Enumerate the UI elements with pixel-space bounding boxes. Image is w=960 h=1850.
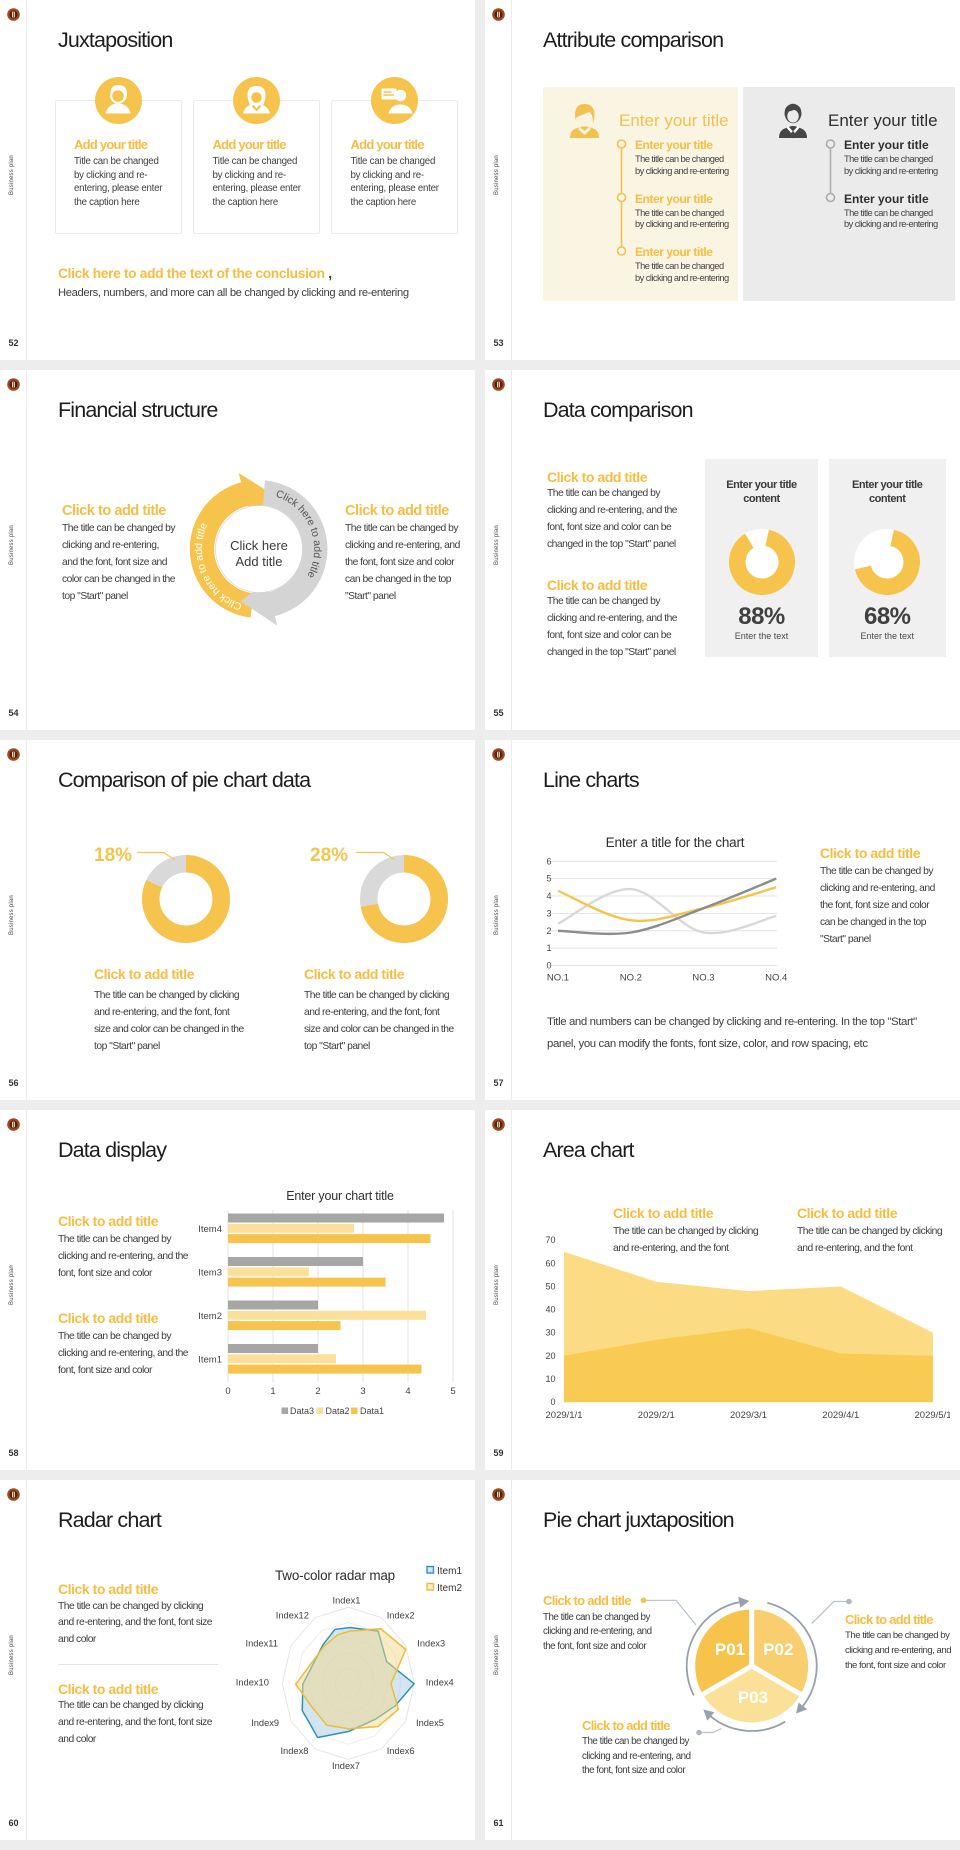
svg-text:P02: P02: [763, 1640, 793, 1659]
svg-text:Item4: Item4: [198, 1224, 222, 1235]
svg-text:Add title: Add title: [235, 554, 282, 569]
svg-text:5: 5: [546, 874, 551, 884]
svg-text:Index8: Index8: [280, 1746, 308, 1756]
svg-text:1: 1: [546, 943, 551, 953]
svg-text:Index12: Index12: [276, 1611, 309, 1621]
svg-text:4: 4: [546, 891, 551, 901]
svg-text:Index4: Index4: [426, 1678, 454, 1688]
svg-text:2: 2: [546, 926, 551, 936]
svg-text:20: 20: [545, 1351, 555, 1361]
svg-text:3: 3: [360, 1386, 365, 1397]
svg-text:2029/5/1: 2029/5/1: [915, 1410, 950, 1421]
svg-text:Index9: Index9: [251, 1718, 279, 1728]
svg-text:2: 2: [315, 1386, 320, 1397]
svg-text:NO.4: NO.4: [765, 973, 787, 984]
svg-text:Click here: Click here: [230, 538, 288, 553]
svg-text:Index10: Index10: [236, 1678, 269, 1688]
svg-text:2029/3/1: 2029/3/1: [730, 1410, 767, 1421]
svg-text:4: 4: [405, 1386, 410, 1397]
svg-text:Item2: Item2: [437, 1583, 462, 1594]
svg-text:6: 6: [546, 856, 551, 866]
svg-text:Item1: Item1: [437, 1566, 462, 1577]
svg-text:2029/4/1: 2029/4/1: [822, 1410, 859, 1421]
svg-text:10: 10: [545, 1374, 555, 1384]
svg-text:Index11: Index11: [245, 1639, 277, 1649]
svg-text:Index6: Index6: [387, 1746, 415, 1756]
svg-text:Index5: Index5: [416, 1718, 444, 1728]
svg-text:Item3: Item3: [198, 1268, 222, 1279]
svg-text:0: 0: [546, 961, 551, 971]
svg-text:Index2: Index2: [387, 1611, 415, 1621]
svg-text:2029/1/1: 2029/1/1: [546, 1410, 583, 1421]
svg-text:P01: P01: [715, 1640, 745, 1659]
svg-text:Data2: Data2: [326, 1406, 350, 1416]
svg-text:Data1: Data1: [360, 1406, 384, 1416]
svg-text:Index7: Index7: [332, 1761, 360, 1771]
svg-text:Index1: Index1: [333, 1596, 361, 1606]
svg-text:2029/2/1: 2029/2/1: [638, 1410, 675, 1421]
svg-text:5: 5: [450, 1386, 455, 1397]
svg-text:0: 0: [225, 1386, 230, 1397]
svg-text:Index3: Index3: [417, 1639, 445, 1649]
svg-text:NO.1: NO.1: [547, 973, 569, 984]
svg-text:0: 0: [550, 1397, 555, 1407]
svg-text:NO.3: NO.3: [692, 973, 714, 984]
svg-text:30: 30: [545, 1328, 555, 1338]
svg-text:P03: P03: [738, 1688, 768, 1707]
svg-text:40: 40: [545, 1305, 555, 1315]
svg-text:50: 50: [545, 1281, 555, 1291]
svg-text:60: 60: [545, 1258, 555, 1268]
svg-text:70: 70: [545, 1235, 555, 1245]
svg-text:Item2: Item2: [198, 1311, 222, 1322]
svg-text:Item1: Item1: [198, 1355, 222, 1366]
svg-text:NO.2: NO.2: [620, 973, 642, 984]
svg-text:3: 3: [546, 908, 551, 918]
svg-text:Data3: Data3: [290, 1406, 314, 1416]
svg-text:1: 1: [270, 1386, 275, 1397]
